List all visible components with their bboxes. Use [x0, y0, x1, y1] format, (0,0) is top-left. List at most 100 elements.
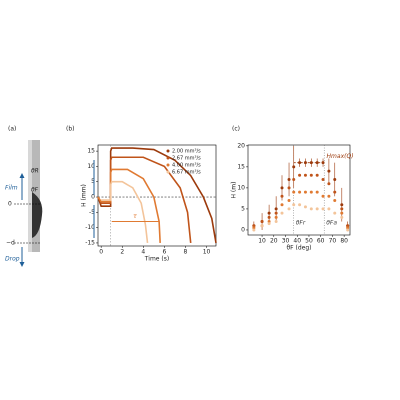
- legend-label: 2.00 mm³/s: [172, 149, 201, 155]
- hmax-label: Hmax(Q): [327, 153, 354, 160]
- threshold-label: θFr: [296, 220, 306, 227]
- data-point: [321, 161, 325, 165]
- film-label: Film: [5, 185, 18, 192]
- data-point: [267, 215, 271, 219]
- data-point: [346, 224, 350, 228]
- data-point: [327, 194, 331, 198]
- legend-label: 6.67 mm³/s: [172, 170, 201, 176]
- data-point: [292, 203, 296, 207]
- data-point: [292, 190, 296, 194]
- data-point: [292, 165, 296, 169]
- threshold-label: θFa: [326, 220, 337, 227]
- legend-marker: [166, 163, 170, 167]
- data-point: [309, 207, 313, 211]
- data-point: [287, 186, 291, 190]
- data-point: [327, 182, 331, 186]
- data-point: [292, 177, 296, 181]
- x-tick-label: 50: [305, 238, 313, 245]
- data-point: [287, 177, 291, 181]
- y-tick-label: 10: [237, 184, 245, 191]
- data-point: [260, 224, 264, 228]
- data-point: [298, 190, 302, 194]
- x-tick-label: 70: [329, 238, 337, 245]
- data-point: [333, 211, 337, 215]
- x-tick-label: 6: [162, 249, 166, 256]
- panel-label: (b): [66, 126, 75, 133]
- x-axis-label: θF (deg): [286, 245, 311, 252]
- data-point: [340, 211, 344, 215]
- data-point: [287, 207, 291, 211]
- y-tick-label: 5: [91, 178, 95, 185]
- data-point: [340, 203, 344, 207]
- data-point: [260, 220, 264, 224]
- photo-film: [28, 140, 32, 252]
- data-point: [252, 226, 256, 230]
- x-tick-label: 30: [282, 238, 290, 245]
- panel-label: (c): [232, 126, 240, 133]
- y-tick-label: 0: [91, 194, 95, 201]
- x-tick-label: 40: [293, 238, 301, 245]
- data-point: [267, 211, 271, 215]
- legend-marker: [166, 156, 170, 160]
- data-point: [280, 194, 284, 198]
- x-tick-label: 60: [317, 238, 325, 245]
- x-tick-label: 20: [270, 238, 278, 245]
- data-point: [321, 194, 325, 198]
- data-point: [333, 190, 337, 194]
- x-tick-label: 80: [340, 238, 348, 245]
- data-point: [309, 173, 313, 177]
- y-tick-label: 15: [237, 163, 245, 170]
- theta-r: θR: [31, 168, 39, 175]
- data-point: [303, 173, 307, 177]
- y-tick-label: -15: [85, 239, 95, 246]
- data-point: [303, 205, 307, 209]
- legend-label: 4.00 mm³/s: [172, 163, 201, 169]
- data-point: [274, 207, 278, 211]
- data-point: [333, 177, 337, 181]
- data-point: [303, 161, 307, 165]
- data-point: [327, 169, 331, 173]
- data-point: [298, 161, 302, 165]
- data-line: [97, 156, 192, 244]
- theta-f: θF: [31, 187, 39, 194]
- data-point: [315, 207, 319, 211]
- data-point: [274, 220, 278, 224]
- data-point: [309, 190, 313, 194]
- data-point: [315, 190, 319, 194]
- y-tick-label: 5: [241, 205, 245, 212]
- x-tick-label: 4: [141, 249, 145, 256]
- data-point: [252, 228, 256, 232]
- film-arrow-head: [19, 173, 25, 178]
- data-point: [280, 211, 284, 215]
- panel-label: (a): [8, 126, 16, 133]
- data-line: [101, 180, 149, 244]
- y-tick-label: -10: [85, 224, 95, 231]
- photo-drop: [32, 192, 43, 238]
- data-point: [298, 173, 302, 177]
- data-point: [274, 215, 278, 219]
- data-point: [267, 220, 271, 224]
- data-point: [315, 161, 319, 165]
- data-point: [274, 211, 278, 215]
- data-point: [267, 222, 271, 226]
- data-point: [340, 215, 344, 219]
- data-point: [321, 207, 325, 211]
- data-point: [280, 186, 284, 190]
- y-tick-label: 0: [241, 226, 245, 233]
- drop-arrow-head: [19, 262, 25, 267]
- data-line: [97, 147, 217, 244]
- data-point: [287, 199, 291, 203]
- data-point: [309, 161, 313, 165]
- zero-label: 0: [8, 201, 12, 208]
- data-point: [340, 207, 344, 211]
- y-tick-label: 15: [87, 148, 95, 155]
- d-label: −d: [6, 240, 15, 247]
- x-tick-label: 2: [120, 249, 124, 256]
- axes-frame: [97, 144, 217, 247]
- x-tick-label: 10: [258, 238, 266, 245]
- data-point: [346, 226, 350, 230]
- data-point: [303, 190, 307, 194]
- y-tick-label: -5: [89, 209, 95, 216]
